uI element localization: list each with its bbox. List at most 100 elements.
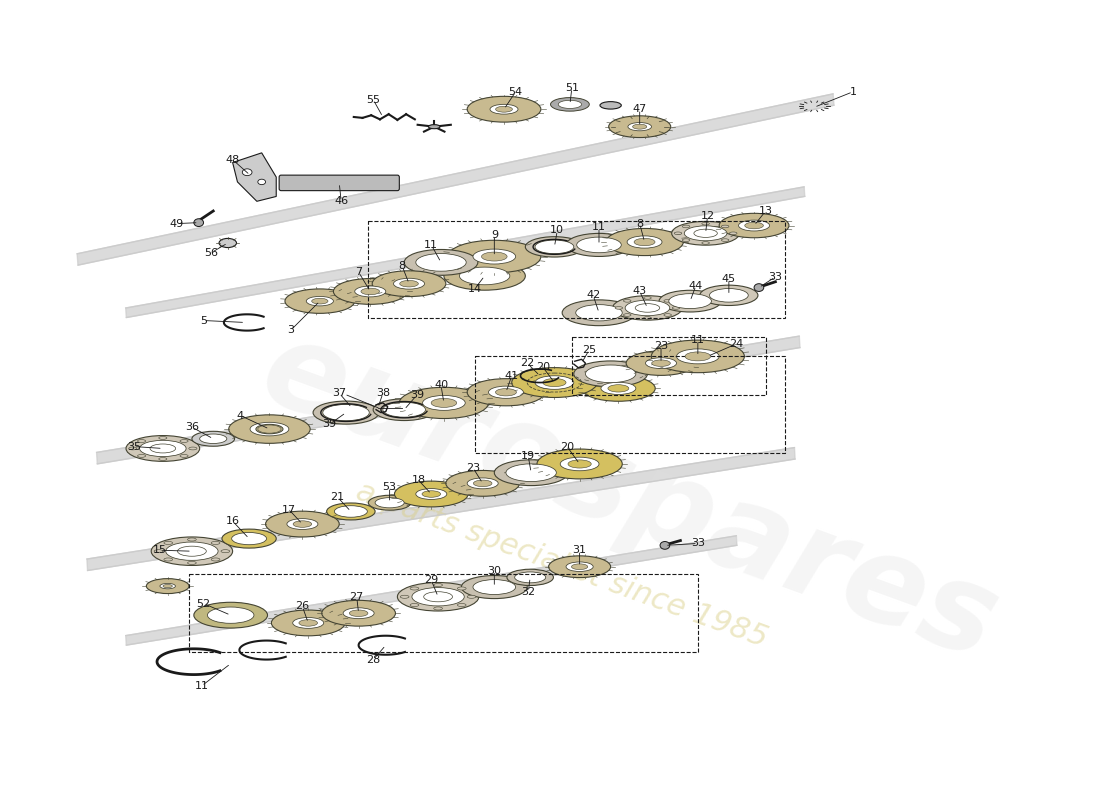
Ellipse shape xyxy=(494,460,568,486)
Ellipse shape xyxy=(684,226,727,241)
Text: 11: 11 xyxy=(195,681,209,691)
Text: 33: 33 xyxy=(769,272,782,282)
Text: 32: 32 xyxy=(521,587,536,597)
Ellipse shape xyxy=(311,298,328,304)
Text: 26: 26 xyxy=(295,602,309,611)
Text: 54: 54 xyxy=(508,86,522,97)
Ellipse shape xyxy=(651,340,745,373)
Text: 1: 1 xyxy=(849,86,857,97)
Ellipse shape xyxy=(585,365,636,382)
Ellipse shape xyxy=(299,620,318,626)
Ellipse shape xyxy=(537,449,623,479)
Text: 10: 10 xyxy=(550,226,564,235)
Ellipse shape xyxy=(129,447,136,450)
Ellipse shape xyxy=(722,225,729,228)
Text: 11: 11 xyxy=(425,240,438,250)
Ellipse shape xyxy=(535,240,574,254)
Ellipse shape xyxy=(490,104,518,114)
Ellipse shape xyxy=(219,238,236,247)
Ellipse shape xyxy=(549,556,610,578)
FancyBboxPatch shape xyxy=(279,175,399,190)
Text: 49: 49 xyxy=(169,218,184,229)
Text: 3: 3 xyxy=(287,326,295,335)
Text: 55: 55 xyxy=(366,94,381,105)
Ellipse shape xyxy=(664,299,671,302)
Text: 13: 13 xyxy=(759,206,772,216)
Ellipse shape xyxy=(333,278,407,304)
Text: 16: 16 xyxy=(226,516,240,526)
Ellipse shape xyxy=(674,232,682,234)
Ellipse shape xyxy=(221,550,230,553)
Ellipse shape xyxy=(600,102,621,109)
Ellipse shape xyxy=(458,587,466,590)
Ellipse shape xyxy=(582,375,656,402)
Ellipse shape xyxy=(428,125,440,129)
Ellipse shape xyxy=(422,490,441,498)
Text: 39: 39 xyxy=(409,390,424,400)
Text: 30: 30 xyxy=(487,566,502,575)
Ellipse shape xyxy=(416,489,447,499)
Ellipse shape xyxy=(164,558,173,561)
Ellipse shape xyxy=(672,222,739,245)
Text: 24: 24 xyxy=(729,338,744,349)
Ellipse shape xyxy=(404,250,477,275)
Text: 38: 38 xyxy=(376,388,389,398)
Ellipse shape xyxy=(151,537,232,566)
Polygon shape xyxy=(125,536,737,645)
Text: 12: 12 xyxy=(701,211,715,221)
Text: 41: 41 xyxy=(505,370,519,381)
Text: 53: 53 xyxy=(383,482,397,492)
Text: 47: 47 xyxy=(632,104,647,114)
Ellipse shape xyxy=(138,440,145,442)
Text: 22: 22 xyxy=(520,358,535,368)
Ellipse shape xyxy=(208,607,254,623)
Ellipse shape xyxy=(410,587,419,590)
Text: 27: 27 xyxy=(350,592,364,602)
Text: 18: 18 xyxy=(411,475,426,486)
Ellipse shape xyxy=(559,100,582,109)
Ellipse shape xyxy=(126,435,200,462)
Text: eurospares: eurospares xyxy=(246,310,1013,684)
Ellipse shape xyxy=(354,286,386,297)
Ellipse shape xyxy=(659,290,722,312)
Ellipse shape xyxy=(343,608,374,618)
Ellipse shape xyxy=(164,542,173,545)
Ellipse shape xyxy=(257,179,265,185)
Ellipse shape xyxy=(515,572,546,582)
Ellipse shape xyxy=(146,578,189,594)
Ellipse shape xyxy=(191,431,234,446)
Ellipse shape xyxy=(265,511,339,537)
Ellipse shape xyxy=(383,402,426,417)
Ellipse shape xyxy=(526,237,583,257)
Ellipse shape xyxy=(660,542,670,550)
Text: 9: 9 xyxy=(491,230,498,240)
Ellipse shape xyxy=(722,239,729,242)
Text: 25: 25 xyxy=(582,345,596,354)
Ellipse shape xyxy=(672,306,680,310)
Text: 20: 20 xyxy=(560,442,574,451)
Ellipse shape xyxy=(628,122,651,130)
Text: 8: 8 xyxy=(398,262,406,271)
Ellipse shape xyxy=(256,424,283,434)
Text: 46: 46 xyxy=(334,196,349,206)
Ellipse shape xyxy=(446,470,519,496)
Ellipse shape xyxy=(512,368,597,398)
Ellipse shape xyxy=(632,124,647,129)
Ellipse shape xyxy=(542,378,566,386)
Ellipse shape xyxy=(608,385,629,392)
Bar xyxy=(189,574,697,652)
Ellipse shape xyxy=(189,447,197,450)
Ellipse shape xyxy=(624,314,631,316)
Polygon shape xyxy=(77,94,834,265)
Ellipse shape xyxy=(461,575,527,598)
Ellipse shape xyxy=(568,460,591,468)
Text: 14: 14 xyxy=(468,283,482,294)
Ellipse shape xyxy=(719,214,789,238)
Ellipse shape xyxy=(180,440,188,442)
Ellipse shape xyxy=(702,222,710,225)
Ellipse shape xyxy=(314,401,380,424)
Ellipse shape xyxy=(229,415,310,443)
Text: 48: 48 xyxy=(226,154,240,165)
Text: 29: 29 xyxy=(425,575,439,586)
Ellipse shape xyxy=(488,386,524,398)
